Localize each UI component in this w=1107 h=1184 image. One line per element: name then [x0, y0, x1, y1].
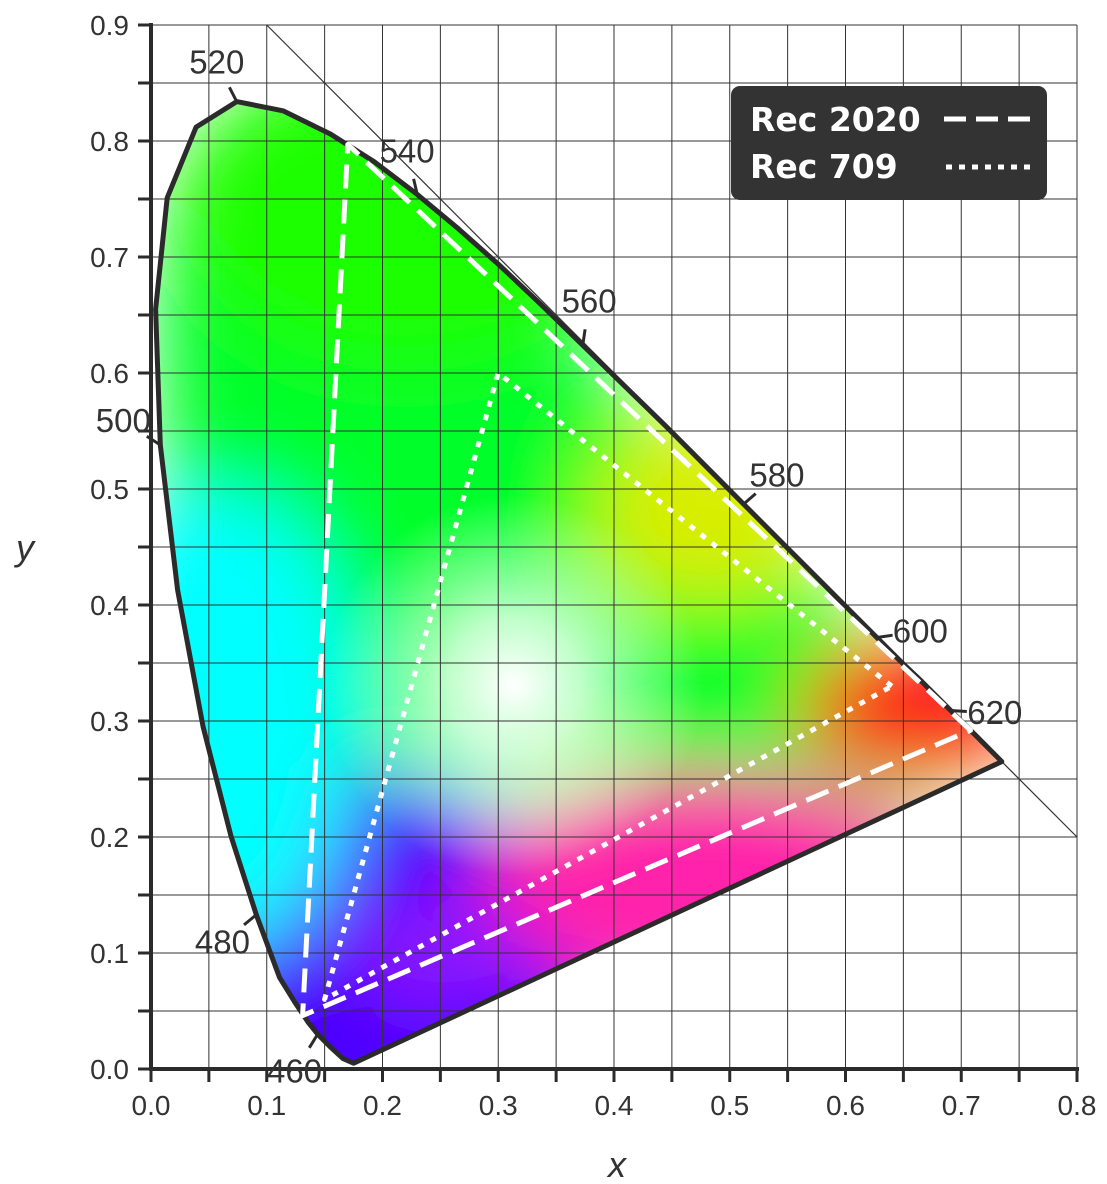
x-tick-label: 0.8	[1058, 1090, 1097, 1121]
legend-box	[731, 86, 1047, 200]
y-tick-label: 0.7	[90, 242, 129, 273]
x-tick-label: 0.2	[363, 1090, 402, 1121]
rec709-triangle	[322, 370, 895, 1002]
wavelength-label-540: 540	[380, 133, 435, 170]
legend-label-rec2020: Rec 2020	[750, 100, 921, 139]
x-axis-title: x	[606, 1144, 628, 1184]
y-tick-label: 0.9	[90, 10, 129, 41]
wavelength-markers: 460 480 500 520 540 560 580 600 620	[96, 43, 1023, 1089]
y-tick-label: 0.2	[90, 822, 129, 853]
wavelength-tick-600	[874, 633, 893, 640]
wavelength-label-500: 500	[96, 402, 151, 439]
wavelength-label-460: 460	[267, 1053, 322, 1090]
axes	[138, 23, 1079, 1082]
wavelength-tick-620	[948, 708, 967, 713]
wavelength-tick-500	[145, 434, 163, 448]
y-tick-label: 0.6	[90, 358, 129, 389]
tick-labels: 0.0 0.1 0.2 0.3 0.4 0.5 0.6 0.7 0.8 0.0 0.1 0.2 0.3 0…	[90, 10, 1096, 1121]
y-tick-label: 0.1	[90, 938, 129, 969]
wavelength-tick-460	[308, 1031, 320, 1049]
wavelength-tick-540	[412, 178, 420, 197]
wavelength-tick-560	[581, 329, 587, 348]
rec2020-triangle	[300, 142, 973, 1019]
y-axis-title: y	[13, 527, 36, 568]
legend-label-rec709: Rec 709	[750, 147, 898, 186]
wavelength-tick-480	[243, 912, 259, 927]
wavelength-tick-580	[741, 492, 757, 507]
wavelength-label-560: 560	[562, 283, 617, 320]
y-tick-label: 0.0	[90, 1054, 129, 1085]
y-tick-label: 0.8	[90, 126, 129, 157]
x-tick-label: 0.1	[247, 1090, 286, 1121]
x-tick-label: 0.0	[132, 1090, 171, 1121]
wavelength-tick-520	[228, 86, 239, 104]
gamut-triangles	[300, 142, 973, 1019]
wavelength-label-480: 480	[195, 924, 250, 961]
x-tick-label: 0.6	[826, 1090, 865, 1121]
y-tick-label: 0.5	[90, 474, 129, 505]
wavelength-label-600: 600	[893, 612, 948, 649]
x-tick-label: 0.5	[710, 1090, 749, 1121]
x-tick-label: 0.3	[479, 1090, 518, 1121]
legend: Rec 2020 Rec 709	[731, 86, 1047, 200]
wavelength-label-620: 620	[967, 694, 1022, 731]
y-tick-label: 0.3	[90, 706, 129, 737]
wavelength-label-580: 580	[749, 456, 804, 493]
x-tick-label: 0.4	[595, 1090, 634, 1121]
x-tick-label: 0.7	[942, 1090, 981, 1121]
wavelength-label-520: 520	[189, 43, 244, 80]
y-tick-label: 0.4	[90, 590, 129, 621]
